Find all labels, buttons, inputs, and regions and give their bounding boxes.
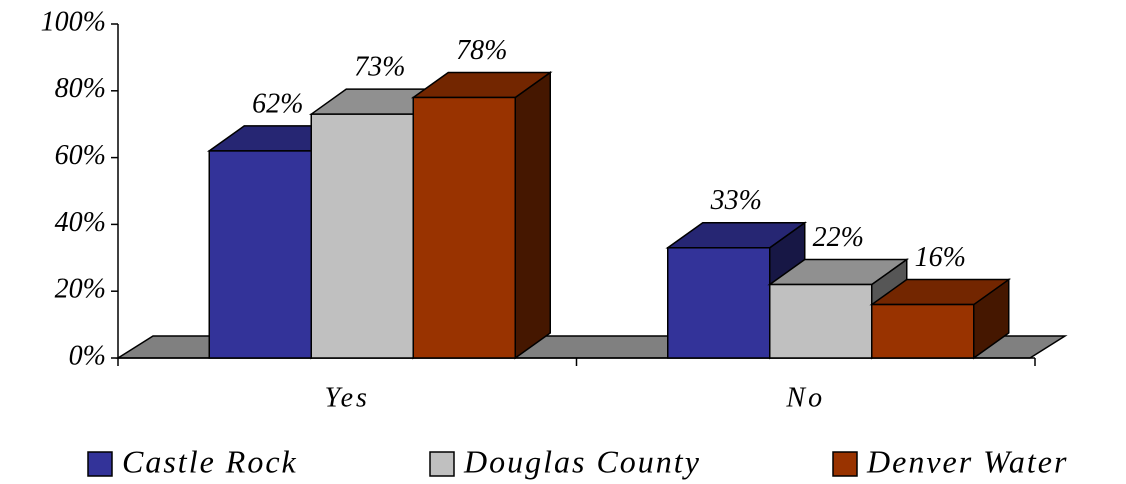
bar xyxy=(871,303,975,359)
bar xyxy=(208,150,312,359)
legend-label: Castle Rock xyxy=(122,443,298,479)
y-tick-label: 0% xyxy=(69,340,106,371)
bar xyxy=(412,96,516,359)
value-label: 16% xyxy=(915,242,966,273)
legend-swatch xyxy=(832,451,858,477)
x-tick-label: No xyxy=(785,382,825,413)
value-label: 78% xyxy=(456,35,507,66)
y-tick-label: 80% xyxy=(55,73,106,104)
value-label: 33% xyxy=(710,185,762,216)
bar-side xyxy=(514,71,551,360)
value-label: 62% xyxy=(252,88,303,119)
bar xyxy=(667,247,771,359)
x-tick-label: Yes xyxy=(325,382,370,413)
y-tick-label: 60% xyxy=(55,140,106,171)
y-tick-label: 100% xyxy=(41,6,106,37)
legend-label: Douglas County xyxy=(463,443,701,479)
bar xyxy=(310,113,414,359)
y-tick-label: 20% xyxy=(55,274,106,305)
y-tick-label: 40% xyxy=(55,207,106,238)
legend-swatch xyxy=(87,451,113,477)
legend-label: Denver Water xyxy=(866,443,1068,479)
value-label: 22% xyxy=(813,222,864,253)
legend-swatch xyxy=(429,451,455,477)
value-label: 73% xyxy=(354,52,405,83)
bar xyxy=(769,283,873,359)
